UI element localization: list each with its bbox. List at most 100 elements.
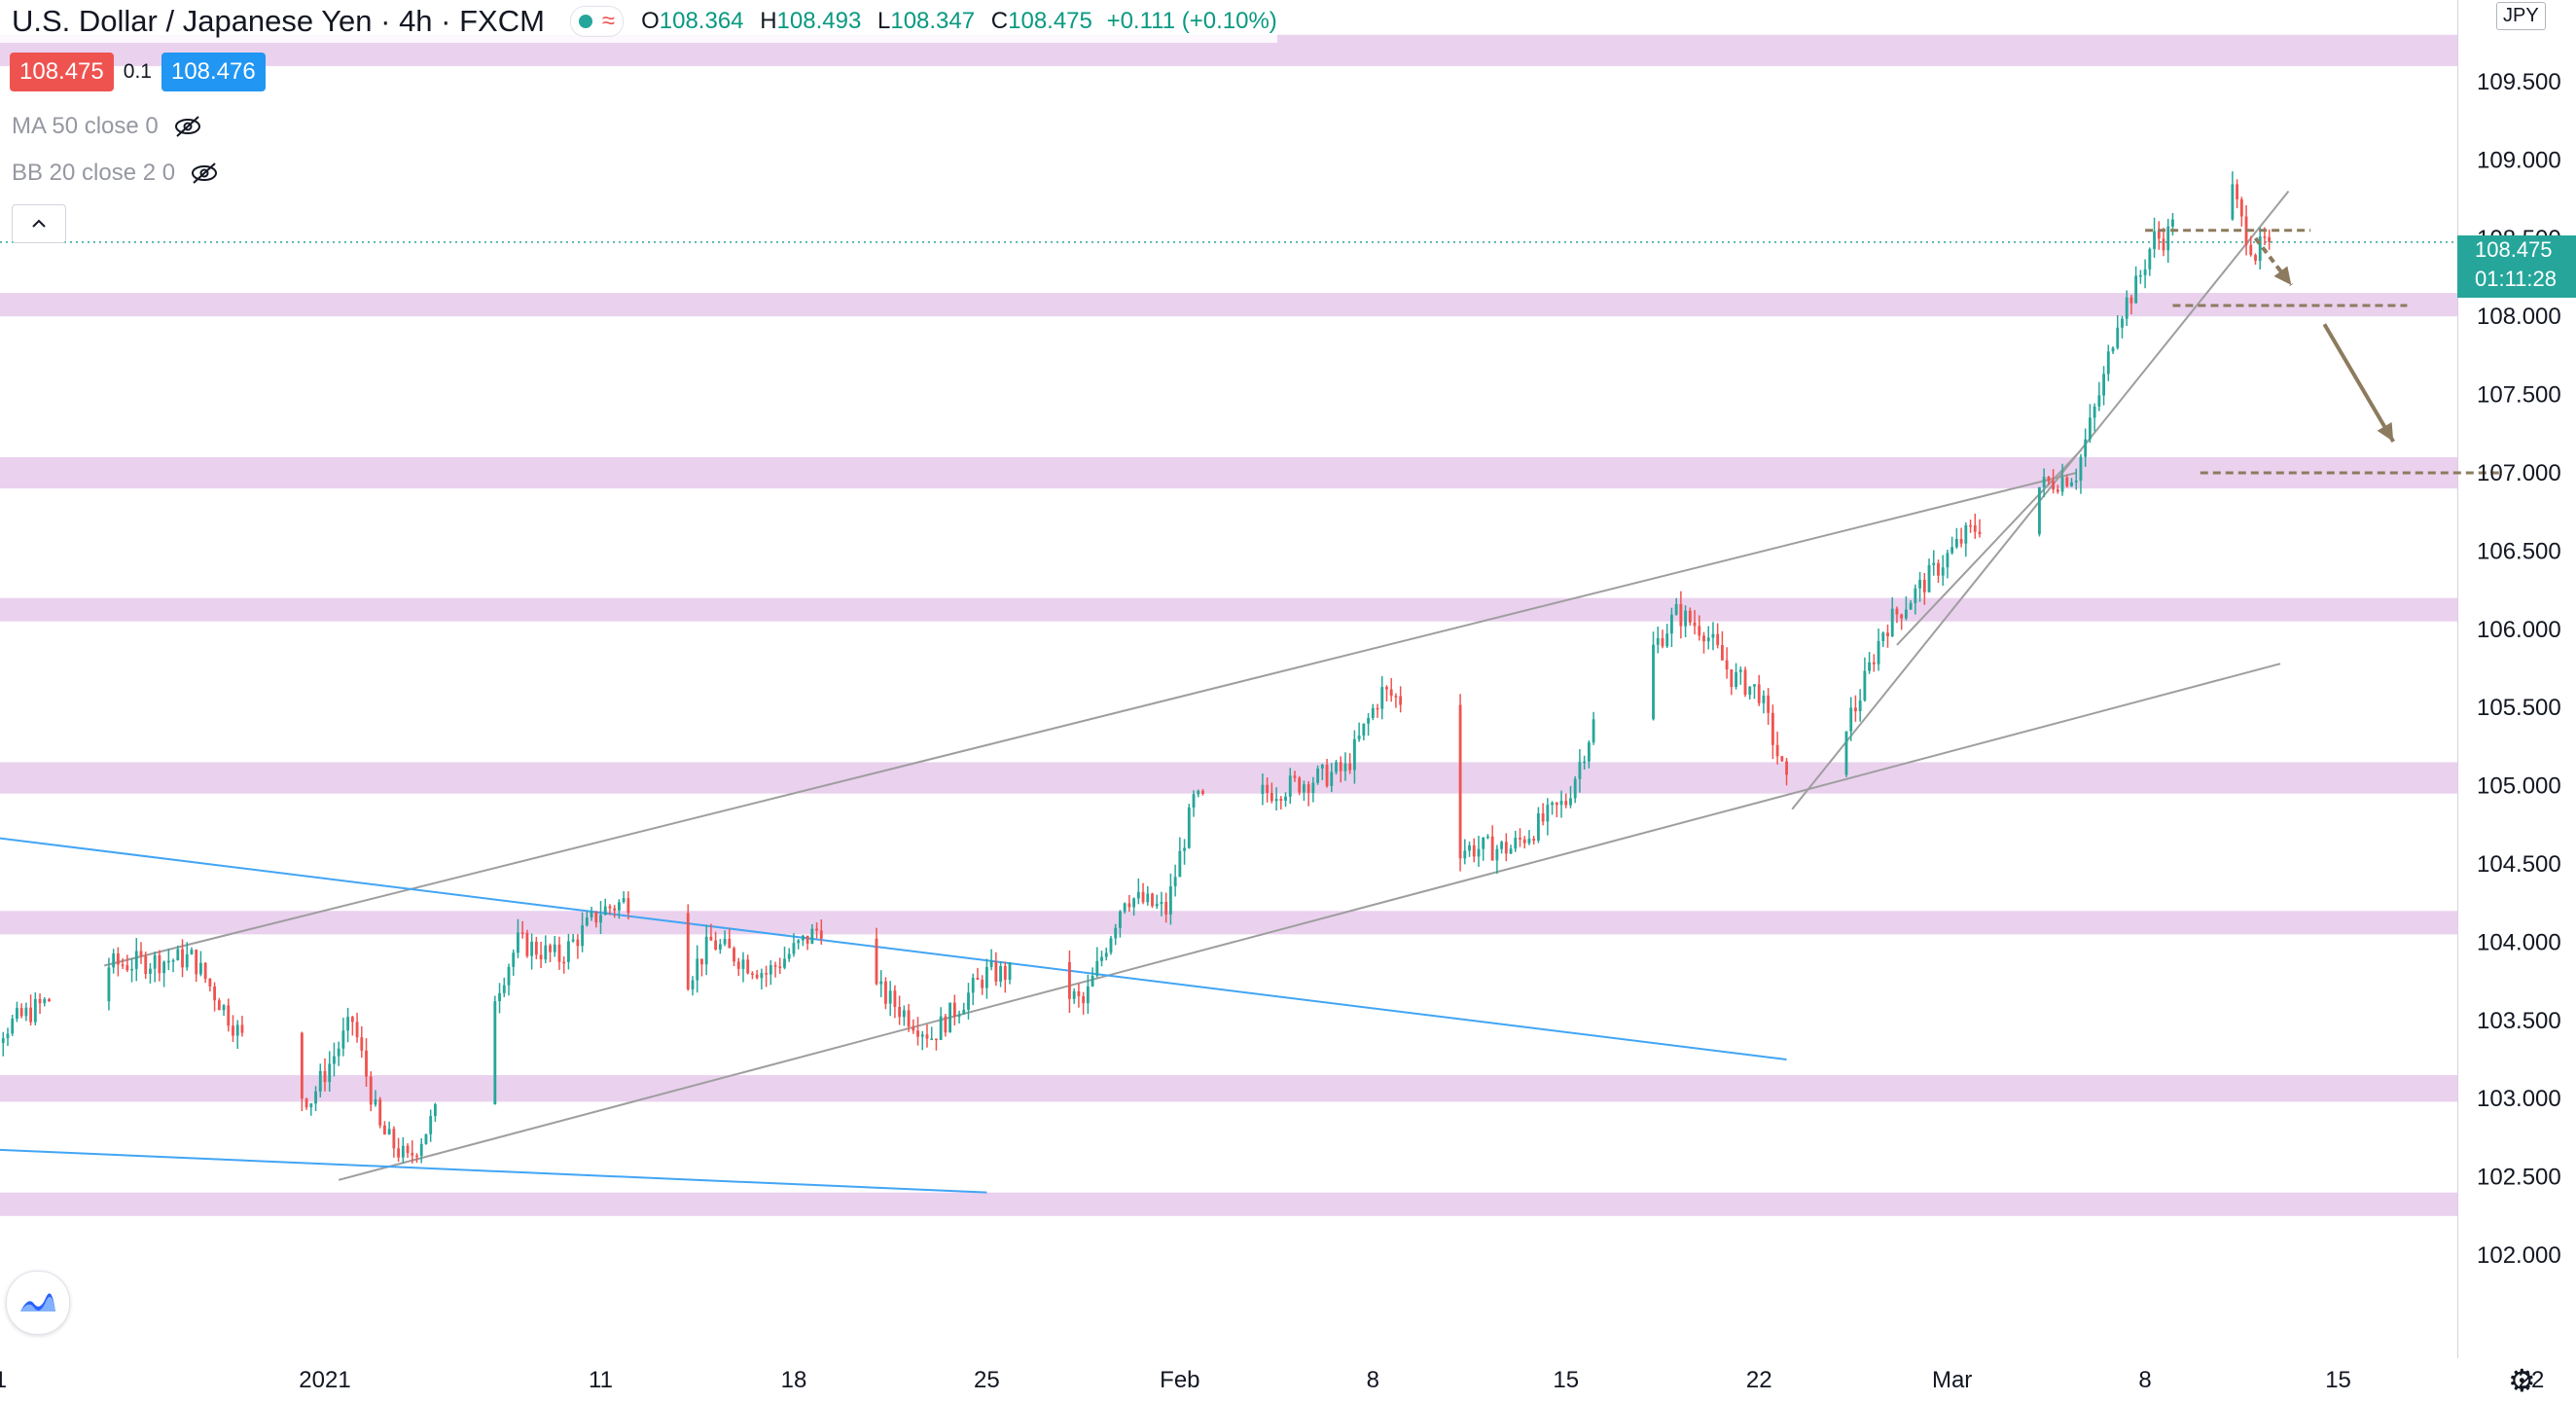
candle-body bbox=[1316, 768, 1320, 783]
candle-body bbox=[967, 992, 970, 1010]
candle-body bbox=[981, 980, 984, 988]
candle-body bbox=[893, 990, 897, 1007]
candle-body bbox=[1914, 588, 1917, 603]
indicator-ma[interactable]: MA 50 close 0 bbox=[12, 113, 203, 140]
high-label: H bbox=[760, 8, 777, 34]
candle-body bbox=[948, 1002, 952, 1033]
candle-body bbox=[815, 928, 818, 931]
arrow-head bbox=[2273, 266, 2292, 286]
buy-button[interactable]: 108.476 bbox=[161, 53, 266, 91]
sell-button[interactable]: 108.475 bbox=[10, 53, 114, 91]
candle-body bbox=[1127, 903, 1131, 908]
candle-body bbox=[333, 1056, 336, 1064]
candle-body bbox=[590, 911, 593, 917]
candle-body bbox=[1895, 608, 1899, 615]
candle-body bbox=[544, 945, 548, 960]
chevron-up-icon bbox=[32, 219, 46, 228]
currency-badge[interactable]: JPY bbox=[2496, 2, 2546, 30]
candle-body bbox=[765, 973, 769, 975]
ohlc-readout: O108.364 H108.493 L108.347 C108.475 +0.1… bbox=[641, 8, 1277, 35]
candle-body bbox=[2056, 489, 2059, 492]
candle-body bbox=[1587, 742, 1591, 762]
candle-body bbox=[1141, 891, 1145, 903]
candle-body bbox=[149, 968, 152, 974]
candle-body bbox=[1192, 794, 1196, 808]
tradingview-logo-icon[interactable] bbox=[6, 1271, 70, 1335]
candle-body bbox=[594, 911, 598, 923]
candle-body bbox=[576, 939, 580, 947]
candle-body bbox=[1738, 669, 1742, 672]
candle-body bbox=[185, 953, 189, 968]
candle-body bbox=[1674, 603, 1678, 615]
candle-body bbox=[700, 958, 703, 965]
candle-body bbox=[1389, 689, 1393, 697]
symbol-title[interactable]: U.S. Dollar / Japanese Yen · 4h · FXCM bbox=[12, 4, 545, 38]
candle-body bbox=[158, 954, 161, 974]
price-tick-label: 108.000 bbox=[2477, 304, 2561, 330]
candle-body bbox=[1104, 952, 1108, 957]
price-tick-label: 102.000 bbox=[2477, 1242, 2561, 1269]
candle-body bbox=[1922, 579, 1926, 593]
candle-body bbox=[530, 941, 534, 956]
candle-body bbox=[792, 943, 796, 954]
quote-row: 108.475 0.1 108.476 bbox=[10, 53, 266, 91]
candle-body bbox=[1767, 695, 1771, 713]
time-tick-label: 15 bbox=[1553, 1367, 1579, 1393]
sr-zone bbox=[0, 1192, 2457, 1216]
candle-body bbox=[704, 936, 708, 965]
candle-body bbox=[419, 1143, 423, 1157]
candle-body bbox=[1109, 938, 1113, 953]
candle-body bbox=[2157, 231, 2161, 239]
candle-body bbox=[1500, 842, 1504, 849]
candle-body bbox=[337, 1048, 340, 1057]
candle-body bbox=[1886, 632, 1889, 637]
indicator-bb[interactable]: BB 20 close 2 0 bbox=[12, 160, 220, 187]
time-tick-label: 2021 bbox=[299, 1367, 350, 1393]
candle-body bbox=[2148, 248, 2152, 269]
candle-body bbox=[429, 1116, 433, 1134]
candle-body bbox=[125, 965, 129, 971]
candle-body bbox=[1780, 756, 1784, 762]
eye-hidden-icon[interactable] bbox=[172, 115, 203, 138]
candle-body bbox=[2249, 244, 2253, 256]
candle-body bbox=[1720, 645, 1724, 661]
candle-body bbox=[760, 973, 764, 979]
candle-body bbox=[1261, 784, 1265, 794]
candle-body bbox=[153, 954, 157, 969]
candle-body bbox=[112, 952, 116, 968]
settings-gear-icon[interactable]: ⚙ bbox=[2508, 1363, 2536, 1398]
candle-body bbox=[1844, 731, 1848, 775]
open-label: O bbox=[641, 8, 660, 34]
candle-body bbox=[1978, 531, 1982, 535]
collapse-legend-button[interactable] bbox=[12, 204, 66, 243]
candle-body bbox=[1187, 807, 1191, 848]
sr-zone bbox=[0, 1075, 2457, 1102]
eye-hidden-icon[interactable] bbox=[189, 162, 220, 185]
candle-body bbox=[2060, 477, 2064, 492]
candle-body bbox=[920, 1034, 924, 1037]
candle-body bbox=[1854, 707, 1857, 712]
candle-body bbox=[1352, 738, 1356, 771]
projection-arrow bbox=[2322, 323, 2395, 443]
last-price-tag: 108.475 01:11:28 bbox=[2457, 235, 2576, 298]
candle-body bbox=[562, 961, 566, 964]
candle-body bbox=[902, 1010, 906, 1018]
candle-body bbox=[1385, 687, 1388, 690]
candle-body bbox=[195, 950, 198, 975]
candle-body bbox=[1858, 700, 1862, 712]
candle-body bbox=[1927, 564, 1931, 593]
chart-header: U.S. Dollar / Japanese Yen · 4h · FXCM ≈… bbox=[0, 0, 1277, 43]
candle-body bbox=[181, 949, 184, 968]
candle-body bbox=[2084, 439, 2088, 457]
spread-value: 0.1 bbox=[123, 60, 152, 83]
status-pills[interactable]: ≈ bbox=[569, 6, 625, 37]
candle-body bbox=[365, 1050, 368, 1077]
candle-body bbox=[1072, 990, 1076, 999]
candle-body bbox=[29, 1007, 33, 1023]
candle-body bbox=[2106, 351, 2110, 375]
candle-body bbox=[493, 1001, 497, 1104]
candle-body bbox=[709, 936, 713, 941]
price-tick-label: 103.000 bbox=[2477, 1086, 2561, 1112]
candle-body bbox=[2166, 226, 2170, 251]
